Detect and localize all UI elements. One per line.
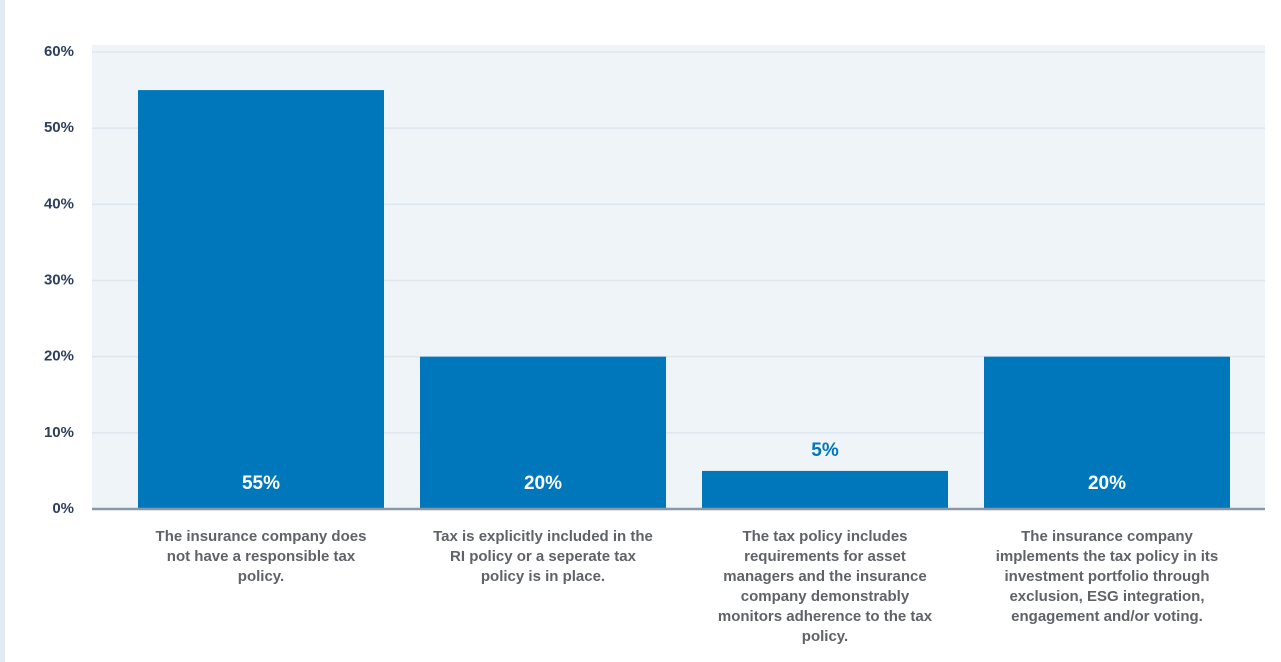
y-tick-label: 50% (44, 119, 74, 136)
x-tick-label: The insurance company implements the tax… (995, 528, 1219, 625)
y-tick-label: 60% (44, 43, 74, 60)
bar (702, 470, 948, 509)
y-tick-label: 20% (44, 348, 74, 365)
y-tick-label: 0% (52, 500, 74, 517)
x-tick-label: The insurance company does not have a re… (155, 528, 367, 585)
bar (420, 356, 666, 509)
value-label: 20% (1088, 473, 1126, 494)
x-tick-label-box: The insurance company does not have a re… (155, 528, 367, 585)
x-tick-label: The tax policy includes requirements for… (717, 528, 933, 645)
y-tick-label: 40% (44, 195, 74, 212)
bar (138, 90, 384, 509)
value-label: 55% (242, 473, 280, 494)
x-tick-label-box: The tax policy includes requirements for… (717, 528, 933, 645)
y-tick-label: 10% (44, 424, 74, 441)
value-label: 5% (811, 440, 839, 461)
bar (984, 356, 1230, 509)
x-tick-label-box: Tax is explicitly included in the RI pol… (433, 528, 653, 585)
x-tick-label-box: The insurance company implements the tax… (995, 528, 1219, 625)
x-tick-label: Tax is explicitly included in the RI pol… (433, 528, 653, 585)
y-tick-label: 30% (44, 271, 74, 288)
edge-strip (0, 0, 5, 662)
value-label: 20% (524, 473, 562, 494)
